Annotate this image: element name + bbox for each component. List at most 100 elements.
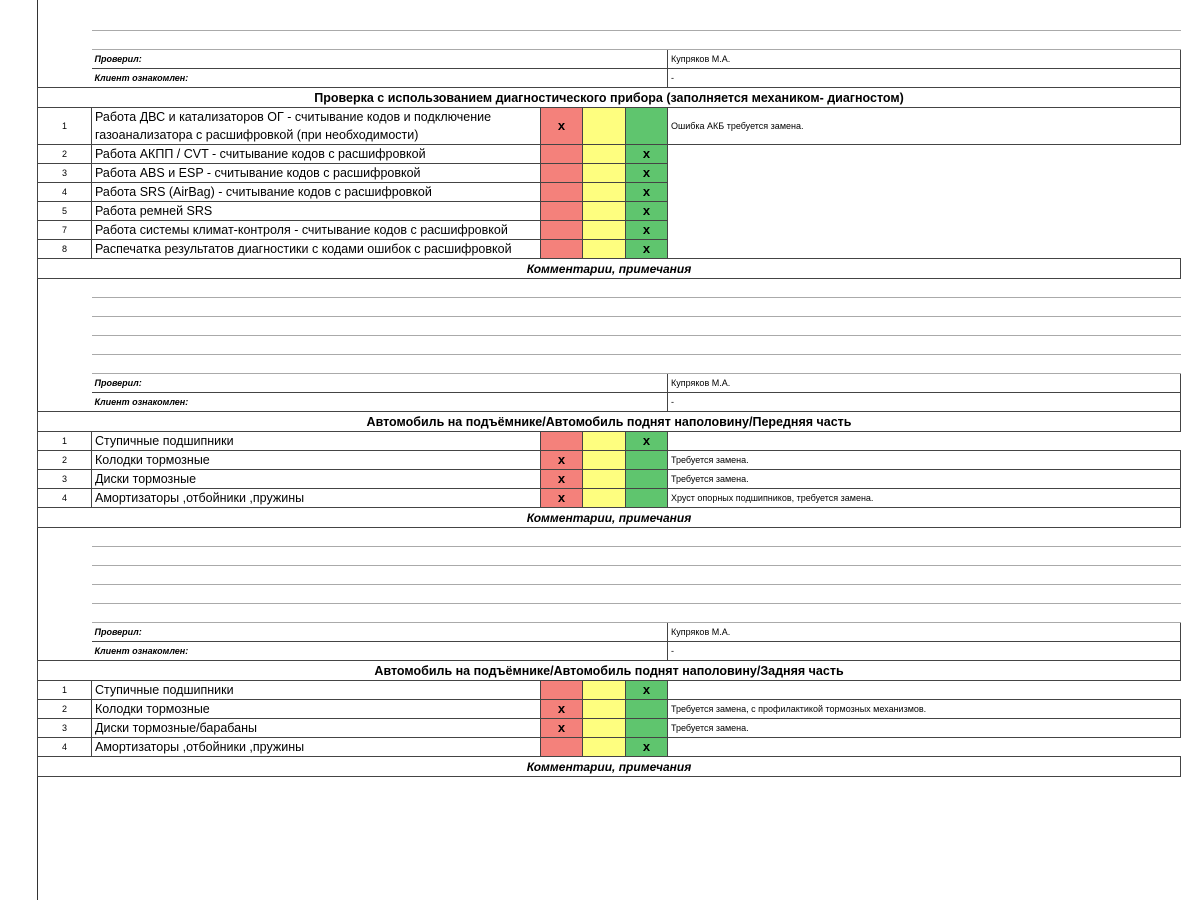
item-comment: Хруст опорных подшипников, требуется зам…	[666, 488, 1182, 508]
spacer	[38, 336, 92, 355]
client-value: -	[666, 641, 1182, 661]
item-number: 2	[37, 144, 92, 164]
status-green: x	[625, 737, 668, 757]
comments-title: Комментарии, примечания	[36, 258, 1182, 279]
client-label: Клиент ознакомлен:	[91, 68, 668, 88]
blank-line	[91, 30, 1181, 50]
status-yellow	[582, 680, 626, 700]
status-green: x	[625, 163, 668, 183]
status-red	[540, 431, 583, 451]
item-number: 3	[37, 469, 92, 489]
blank-row	[38, 527, 1181, 547]
status-red	[540, 201, 583, 221]
item-comment	[668, 202, 1181, 221]
spacer	[38, 623, 92, 642]
checked-by: Купряков М.А.	[666, 49, 1182, 69]
item-comment	[668, 221, 1181, 240]
client-label: Клиент ознакомлен:	[91, 392, 668, 412]
item-text: Работа ДВС и катализаторов ОГ - считыван…	[91, 107, 541, 145]
status-yellow	[582, 107, 626, 145]
spacer	[38, 585, 92, 604]
checked-label: Проверил:	[91, 49, 668, 69]
item-text: Работа ABS и ESP - считывание кодов с ра…	[91, 163, 541, 183]
item-text: Колодки тормозные	[91, 450, 541, 470]
item-number: 3	[37, 163, 92, 183]
blank-row	[38, 316, 1181, 336]
item-comment: Требуется замена, с профилактикой тормоз…	[666, 699, 1182, 719]
blank-line	[91, 278, 1181, 298]
item-text: Диски тормозные	[91, 469, 541, 489]
item-number: 2	[37, 450, 92, 470]
table-body: Проверил: Купряков М.А. Клиент ознакомлен:…	[36, 12, 1182, 777]
spacer	[38, 298, 92, 317]
comments-header: Комментарии, примечания	[36, 258, 1182, 279]
item-text: Диски тормозные/барабаны	[91, 718, 541, 738]
blank-line	[91, 316, 1181, 336]
status-green	[625, 107, 668, 145]
status-yellow	[582, 488, 626, 508]
blank-row	[38, 603, 1181, 623]
item-row: 4 Амортизаторы ,отбойники ,пружины x Хруст …	[37, 488, 1182, 508]
item-row: 1 Ступичные подшипники x	[37, 431, 1181, 451]
blank-line	[91, 546, 1181, 566]
signoff-row: Клиент ознакомлен: -	[38, 68, 1182, 88]
spacer	[38, 12, 92, 31]
status-green	[625, 450, 668, 470]
status-yellow	[582, 144, 626, 164]
spacer	[38, 566, 92, 585]
section-header: Автомобиль на подъёмнике/Автомобиль подн…	[36, 660, 1182, 681]
item-row: 2 Работа АКПП / CVT - считывание кодов с …	[37, 144, 1181, 164]
signoff-row: Клиент ознакомлен: -	[38, 641, 1182, 661]
item-comment: Требуется замена.	[666, 469, 1182, 489]
section-header: Проверка с использованием диагностическо…	[36, 87, 1182, 108]
spacer	[38, 604, 92, 623]
item-text: Работа SRS (AirBag) - считывание кодов с…	[91, 182, 541, 202]
signoff-row: Клиент ознакомлен: -	[38, 392, 1182, 412]
signoff-row: Проверил: Купряков М.А.	[38, 373, 1182, 393]
item-text: Ступичные подшипники	[91, 431, 541, 451]
blank-line	[91, 335, 1181, 355]
item-row: 3 Диски тормозные/барабаны x Требуется заме…	[37, 718, 1182, 738]
status-red: x	[540, 469, 583, 489]
signoff-row: Проверил: Купряков М.А.	[38, 622, 1182, 642]
item-number: 3	[37, 718, 92, 738]
status-yellow	[582, 220, 626, 240]
item-number: 8	[37, 239, 92, 259]
status-green	[625, 718, 668, 738]
item-comment: Ошибка АКБ требуется замена.	[666, 107, 1182, 145]
spacer	[38, 393, 92, 412]
item-row: 3 Работа ABS и ESP - считывание кодов с р…	[37, 163, 1181, 183]
status-red	[540, 182, 583, 202]
item-text: Работа АКПП / CVT - считывание кодов с р…	[91, 144, 541, 164]
status-yellow	[582, 163, 626, 183]
status-red: x	[540, 699, 583, 719]
item-row: 3 Диски тормозные x Требуется замена.	[37, 469, 1182, 489]
status-red: x	[540, 488, 583, 508]
status-red	[540, 680, 583, 700]
checked-by: Купряков М.А.	[666, 622, 1182, 642]
item-number: 1	[37, 107, 92, 145]
status-red	[540, 737, 583, 757]
spacer	[38, 50, 92, 69]
blank-line	[91, 603, 1181, 623]
item-text: Работа системы климат-контроля - считыва…	[91, 220, 541, 240]
blank-row	[38, 297, 1181, 317]
blank-row	[38, 546, 1181, 566]
blank-row	[38, 335, 1181, 355]
spacer	[38, 279, 92, 298]
comments-title: Комментарии, примечания	[36, 507, 1182, 528]
status-green: x	[625, 144, 668, 164]
item-text: Колодки тормозные	[91, 699, 541, 719]
item-row: 4 Амортизаторы ,отбойники ,пружины x	[37, 737, 1181, 757]
spacer	[38, 547, 92, 566]
blank-row	[38, 354, 1181, 374]
status-red	[540, 144, 583, 164]
spacer	[38, 355, 92, 374]
item-number: 4	[37, 488, 92, 508]
status-green	[625, 488, 668, 508]
item-number: 4	[37, 737, 92, 757]
item-comment	[668, 681, 1181, 700]
blank-line	[91, 584, 1181, 604]
spacer	[38, 642, 92, 661]
